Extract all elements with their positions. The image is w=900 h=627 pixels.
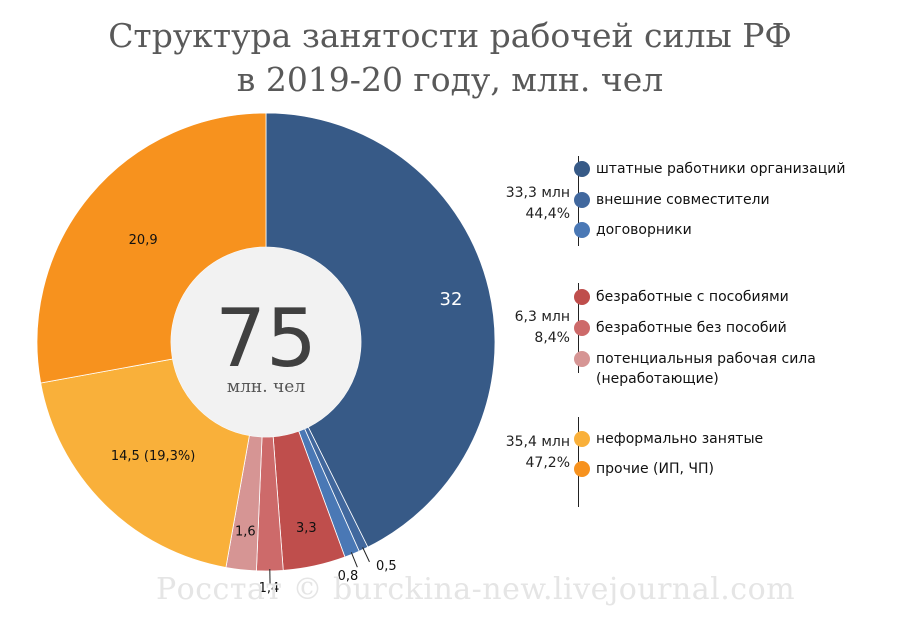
- group-total: 33,3 млн: [505, 185, 570, 201]
- group-share: 44,4%: [525, 206, 570, 222]
- legend-item: безработные без пособий: [574, 318, 787, 338]
- group-total: 6,3 млн: [514, 309, 570, 325]
- leader-line-2: [350, 552, 358, 568]
- legend-item: договорники: [574, 220, 692, 240]
- group-summary-1: 6,3 млн 8,4%: [515, 307, 570, 349]
- legend-swatch: [574, 320, 590, 336]
- legend-swatch: [574, 222, 590, 238]
- group-total: 35,4 млн: [505, 434, 570, 450]
- legend-swatch: [574, 431, 590, 447]
- group-share: 47,2%: [525, 455, 570, 471]
- legend-swatch: [574, 461, 590, 477]
- legend-swatch: [574, 289, 590, 305]
- donut-center: [171, 247, 361, 437]
- group-share: 8,4%: [534, 330, 570, 346]
- legend-label: прочие (ИП, ЧП): [596, 461, 714, 477]
- legend-swatch: [574, 192, 590, 208]
- slice-label-0: 32: [440, 289, 463, 310]
- group-summary-0: 33,3 млн 44,4%: [506, 183, 570, 225]
- center-value: 75: [215, 292, 317, 385]
- slice-label-7: 20,9: [129, 233, 158, 248]
- legend-label: безработные с пособиями: [596, 289, 789, 305]
- legend-label-line-2: (неработающие): [596, 371, 719, 387]
- legend-swatch: [574, 351, 590, 367]
- legend-item: потенциальныя рабочая сила (неработающие): [574, 349, 816, 389]
- legend-label: неформально занятые: [596, 431, 764, 447]
- legend-label: внешние совместители: [596, 192, 770, 208]
- legend-item: прочие (ИП, ЧП): [574, 459, 714, 479]
- legend-label: безработные без пособий: [596, 320, 787, 336]
- legend-item: штатные работники организаций: [574, 159, 846, 179]
- legend: 33,3 млн 44,4% штатные работники организац…: [480, 0, 900, 627]
- leader-line-1: [362, 547, 370, 563]
- center-unit: млн. чел: [227, 377, 305, 397]
- legend-label: договорники: [596, 222, 692, 238]
- chart-title: Структура занятости рабочей силы РФ в 20…: [0, 14, 900, 102]
- slice-label-2: 0,8: [338, 569, 359, 584]
- slice-label-1: 0,5: [376, 559, 397, 574]
- watermark: Росстат © burckina-new.livejournal.com: [156, 572, 796, 607]
- legend-label: потенциальныя рабочая сила: [596, 351, 816, 367]
- chart-title-line-1: Структура занятости рабочей силы РФ: [108, 16, 792, 55]
- slice-label-4: 1,4: [259, 581, 280, 596]
- slice-label-3: 3,3: [296, 521, 317, 536]
- legend-swatch: [574, 161, 590, 177]
- group-summary-2: 35,4 млн 47,2%: [506, 432, 570, 474]
- legend-item: неформально занятые: [574, 429, 764, 449]
- legend-item: внешние совместители: [574, 190, 770, 210]
- legend-item: безработные с пособиями: [574, 287, 789, 307]
- chart-title-line-2: в 2019-20 году, млн. чел: [236, 60, 664, 99]
- legend-label: штатные работники организаций: [596, 161, 846, 177]
- slice-label-5: 1,6: [235, 524, 256, 539]
- slice-label-6: 14,5 (19,3%): [111, 449, 196, 464]
